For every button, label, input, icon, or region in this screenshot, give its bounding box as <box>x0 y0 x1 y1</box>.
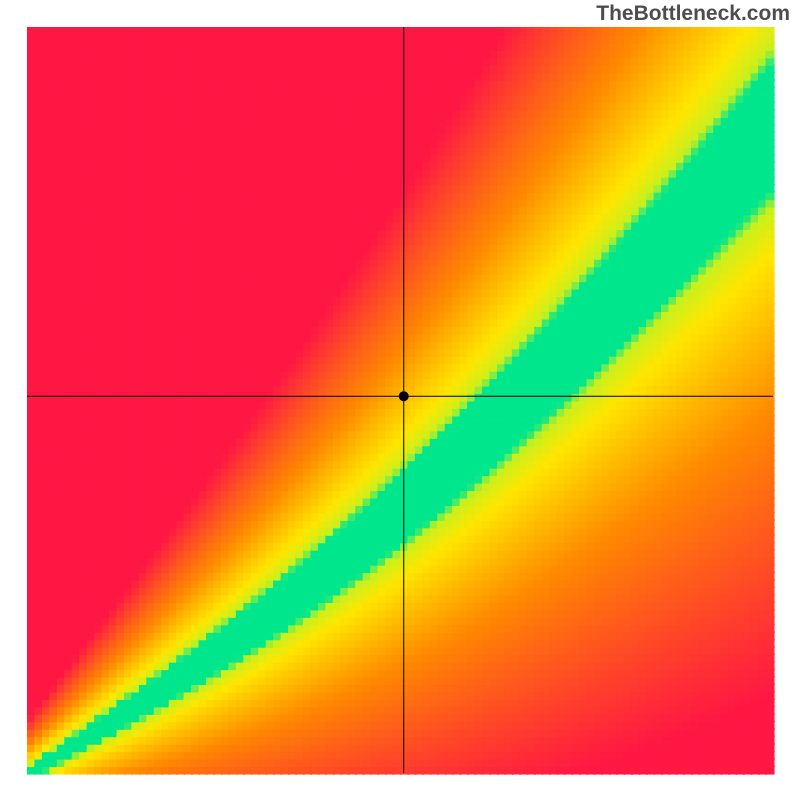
heatmap-canvas <box>0 0 800 800</box>
chart-container: TheBottleneck.com <box>0 0 800 800</box>
